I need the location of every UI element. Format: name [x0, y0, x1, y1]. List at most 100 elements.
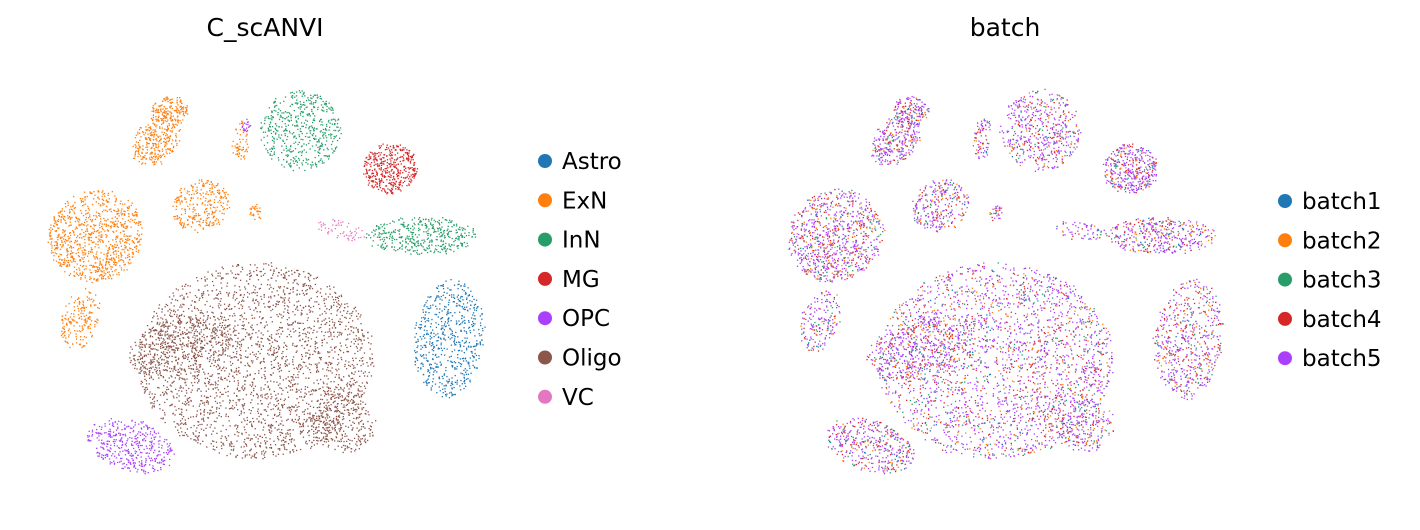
embedding-point	[203, 411, 205, 413]
embedding-point	[217, 342, 219, 345]
embedding-point	[340, 425, 342, 427]
embedding-point	[72, 257, 74, 260]
embedding-point	[119, 240, 121, 242]
embedding-point	[163, 351, 165, 353]
embedding-point	[184, 196, 186, 199]
embedding-point	[120, 214, 123, 216]
embedding-point	[344, 307, 346, 309]
embedding-point	[247, 334, 249, 336]
embedding-point	[352, 320, 354, 322]
embedding-point	[166, 352, 169, 354]
embedding-point	[346, 395, 348, 397]
embedding-point	[161, 334, 163, 336]
embedding-point	[179, 413, 181, 415]
embedding-point	[185, 389, 188, 392]
embedding-point	[250, 338, 252, 340]
embedding-point	[216, 446, 218, 448]
embedding-point	[127, 256, 129, 259]
embedding-point	[125, 235, 127, 237]
embedding-point	[190, 304, 192, 306]
embedding-point	[272, 417, 274, 420]
embedding-point	[284, 276, 286, 278]
embedding-point	[114, 259, 116, 261]
embedding-point	[111, 266, 113, 268]
embedding-point	[267, 352, 269, 355]
embedding-point	[315, 436, 317, 439]
embedding-point	[57, 246, 59, 248]
embedding-point	[333, 427, 335, 429]
embedding-point	[323, 298, 325, 300]
embedding-point	[155, 161, 157, 163]
embedding-point	[133, 358, 135, 360]
embedding-point	[177, 358, 180, 360]
embedding-point	[323, 421, 325, 423]
embedding-point	[331, 349, 333, 351]
embedding-point	[163, 115, 166, 117]
embedding-point	[222, 342, 224, 344]
embedding-point	[262, 274, 265, 276]
embedding-point	[344, 398, 346, 400]
embedding-point	[117, 220, 119, 222]
cluster-points	[47, 190, 143, 284]
embedding-point	[168, 345, 170, 347]
embedding-point	[191, 350, 193, 352]
embedding-point	[65, 249, 68, 251]
embedding-point	[341, 332, 343, 334]
embedding-point	[240, 410, 242, 412]
embedding-point	[70, 224, 72, 226]
embedding-point	[340, 412, 342, 414]
embedding-point	[62, 336, 64, 338]
embedding-point	[197, 309, 200, 311]
embedding-point	[300, 368, 302, 370]
embedding-point	[349, 381, 351, 383]
embedding-point	[250, 457, 252, 459]
embedding-point	[261, 396, 263, 398]
embedding-point	[347, 400, 349, 402]
embedding-point	[319, 357, 322, 359]
embedding-point	[197, 439, 199, 441]
embedding-point	[147, 133, 149, 135]
embedding-point	[271, 354, 273, 356]
embedding-point	[246, 332, 248, 334]
embedding-point	[149, 157, 151, 159]
embedding-point	[134, 144, 136, 146]
embedding-point	[265, 451, 267, 453]
embedding-point	[160, 343, 162, 345]
embedding-point	[232, 345, 234, 348]
embedding-point	[80, 274, 83, 276]
embedding-point	[202, 291, 205, 293]
embedding-point	[157, 153, 159, 155]
embedding-point	[324, 429, 327, 432]
embedding-point	[90, 237, 93, 239]
embedding-point	[266, 440, 268, 442]
embedding-point	[163, 412, 166, 414]
embedding-point	[334, 376, 336, 378]
embedding-point	[157, 386, 159, 389]
embedding-point	[181, 313, 183, 316]
embedding-point	[186, 329, 188, 331]
embedding-point	[354, 340, 357, 342]
embedding-point	[141, 369, 143, 371]
embedding-point	[90, 312, 92, 314]
embedding-point	[120, 256, 122, 258]
embedding-point	[261, 403, 263, 405]
embedding-point	[154, 333, 156, 335]
embedding-point	[231, 407, 233, 409]
embedding-point	[164, 325, 166, 327]
embedding-point	[162, 321, 164, 323]
embedding-point	[253, 389, 255, 392]
embedding-point	[183, 378, 185, 380]
embedding-point	[203, 395, 206, 397]
embedding-point	[348, 374, 350, 376]
embedding-point	[272, 274, 274, 276]
embedding-point	[171, 368, 173, 370]
embedding-point	[220, 195, 222, 197]
embedding-point	[179, 314, 181, 317]
embedding-point	[360, 420, 362, 423]
embedding-point	[141, 381, 144, 383]
embedding-point	[243, 300, 245, 302]
embedding-point	[75, 338, 78, 340]
embedding-point	[292, 311, 294, 313]
embedding-point	[61, 333, 63, 335]
embedding-point	[216, 395, 218, 397]
